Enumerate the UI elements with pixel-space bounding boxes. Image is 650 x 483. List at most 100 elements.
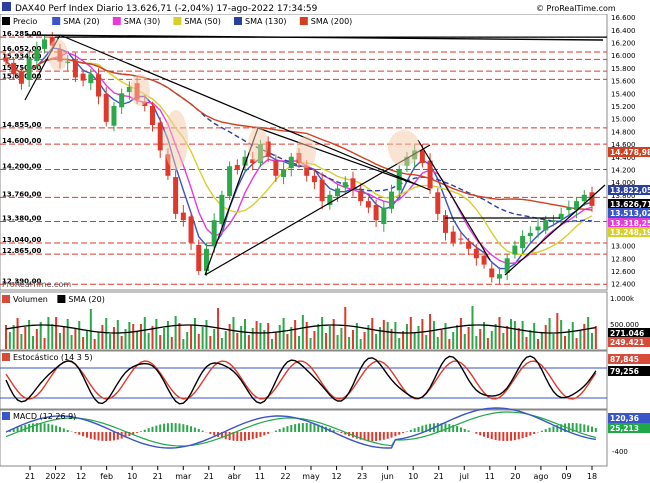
candle-body: [535, 226, 541, 231]
candle-body: [180, 212, 186, 221]
volume-bar: [317, 324, 320, 349]
macd-hist-bar: [371, 432, 374, 441]
macd-hist-bar: [444, 423, 447, 432]
volume-bar: [97, 332, 100, 349]
value-badge-text: 13.248,19: [610, 228, 650, 237]
volume-bar: [132, 324, 135, 349]
volume-bar: [47, 317, 50, 349]
candle-body: [157, 122, 163, 151]
volume-bar: [278, 325, 281, 349]
macd-hist-bar: [382, 432, 385, 440]
price-tick: 15.000: [611, 116, 636, 124]
macd-hist-bar: [298, 423, 300, 432]
macd-hist-bar: [459, 427, 462, 432]
volume-bar: [421, 319, 424, 349]
volume-bar: [498, 317, 501, 349]
volume-bar: [456, 325, 459, 349]
legend-swatch: [173, 17, 182, 25]
volume-bar: [232, 317, 235, 349]
candlesticks: [3, 31, 595, 285]
candle-body: [481, 255, 487, 265]
trend-line: [24, 34, 604, 41]
price-badges: 14.478,98 13.822,05 13.626,7113.513,0213.3…: [608, 147, 650, 237]
volume-bar: [305, 322, 308, 349]
macd-hist-bar: [12, 428, 15, 432]
x-tick-label: 21: [25, 472, 35, 481]
candle-body: [358, 191, 364, 202]
volume-bar: [564, 336, 567, 349]
volume-bar: [193, 318, 196, 349]
volume-bar: [31, 336, 34, 349]
price-tick: 13.000: [611, 243, 636, 251]
volume-bar: [344, 307, 347, 349]
volume-bar: [351, 330, 354, 349]
macd-hist-bar: [517, 432, 520, 440]
volume-bar: [301, 315, 304, 349]
candle-body: [342, 182, 348, 188]
candle-body: [389, 191, 395, 209]
candle-body: [227, 166, 233, 197]
candle-body: [49, 36, 55, 46]
macd-lines: [5, 407, 597, 449]
candle-body: [72, 60, 78, 78]
volume-bar: [537, 339, 540, 349]
macd-hist-bar: [39, 423, 42, 432]
candle-body: [219, 194, 225, 225]
macd-hist-bar: [594, 428, 597, 432]
value-badge-text: 87,845: [610, 355, 639, 364]
macd-hist-bar: [456, 426, 459, 432]
candle-body: [304, 165, 310, 176]
macd-hist-bar: [240, 432, 243, 441]
value-badge: [608, 185, 650, 195]
volume-bar: [583, 324, 586, 349]
value-badge: [608, 423, 650, 433]
price-tick: 16.200: [611, 40, 636, 48]
macd-hist-bar: [498, 432, 501, 441]
x-tick-label: 21: [434, 472, 444, 481]
candle-body: [196, 244, 202, 271]
legend-label: Volumen: [13, 295, 48, 304]
candle-body: [26, 58, 32, 80]
macd-hist-bar: [479, 432, 482, 436]
macd-hist-bar: [510, 432, 513, 441]
candle-body: [566, 207, 572, 211]
macd-hist-bar: [182, 424, 185, 432]
volume-bar: [471, 306, 474, 349]
candle-body: [96, 74, 102, 97]
price-tick: 12.800: [611, 255, 636, 263]
volume-bar: [494, 324, 497, 349]
volume-bar: [328, 326, 331, 349]
volume-bar: [475, 336, 478, 349]
candle-body: [65, 61, 71, 63]
macd-hist-bar: [390, 432, 393, 438]
legend-swatch: [112, 17, 121, 25]
volume-bar: [124, 329, 127, 349]
chart-menu-icon[interactable]: [2, 2, 11, 11]
candle-body: [574, 201, 580, 211]
volume-bar: [506, 326, 509, 349]
macd-hist-bar: [483, 432, 486, 437]
volume-bar: [413, 333, 416, 349]
volume-bar: [128, 322, 131, 349]
volume-bar: [298, 336, 300, 349]
volume-bar: [197, 334, 200, 349]
stochastic-lines: [0, 355, 607, 405]
volume-bar: [213, 329, 216, 349]
macd-hist-bar: [274, 430, 277, 432]
volume-bar: [109, 334, 112, 349]
volume-bar: [390, 329, 393, 349]
macd-hist-bar: [101, 432, 104, 441]
candle-body: [458, 238, 464, 240]
price-tick: 15.800: [611, 65, 636, 73]
volume-bar: [236, 333, 239, 349]
watermark: ProRealTime.com: [2, 280, 71, 289]
volume-bar: [486, 338, 489, 349]
volume-bar: [544, 325, 547, 349]
price-tick: 12.400: [611, 281, 636, 289]
macd-hist-bar: [109, 432, 112, 441]
volume-bar: [513, 321, 516, 349]
volume-bar: [517, 328, 520, 349]
value-badge-text: 13.626,71: [610, 200, 650, 209]
macd-hist-bar: [128, 432, 131, 437]
